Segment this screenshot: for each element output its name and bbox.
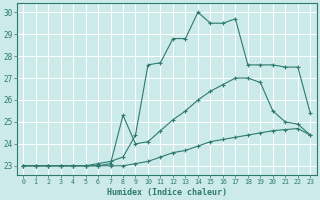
X-axis label: Humidex (Indice chaleur): Humidex (Indice chaleur) [107,188,227,197]
